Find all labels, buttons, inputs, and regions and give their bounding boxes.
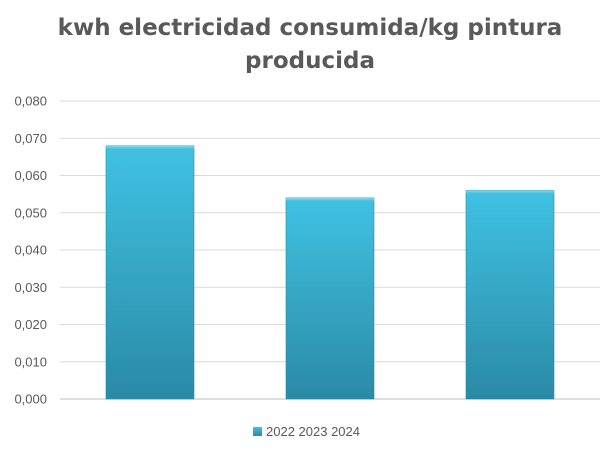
bar-top-bevel [466, 190, 554, 195]
y-tick-label: 0,070 [14, 131, 47, 146]
y-tick-label: 0,030 [14, 280, 47, 295]
y-tick-label: 0,050 [14, 205, 47, 220]
chart-title: kwh electricidad consumida/kg pintura pr… [57, 15, 563, 74]
y-tick-label: 0,010 [14, 354, 47, 369]
legend-swatch [253, 427, 262, 436]
bar-top-bevel [286, 197, 374, 202]
y-tick-label: 0,020 [14, 317, 47, 332]
y-tick-label: 0,060 [14, 168, 47, 183]
y-tick-label: 0,040 [14, 243, 47, 258]
bar [465, 190, 555, 400]
bar-top-bevel [106, 145, 194, 150]
bar [285, 197, 375, 400]
chart-legend: 2022 2023 2024 [0, 424, 613, 439]
y-tick-label: 0,000 [14, 392, 47, 407]
legend-label: 2022 2023 2024 [266, 424, 360, 439]
bar [105, 145, 195, 400]
y-tick-label: 0,080 [14, 94, 47, 109]
